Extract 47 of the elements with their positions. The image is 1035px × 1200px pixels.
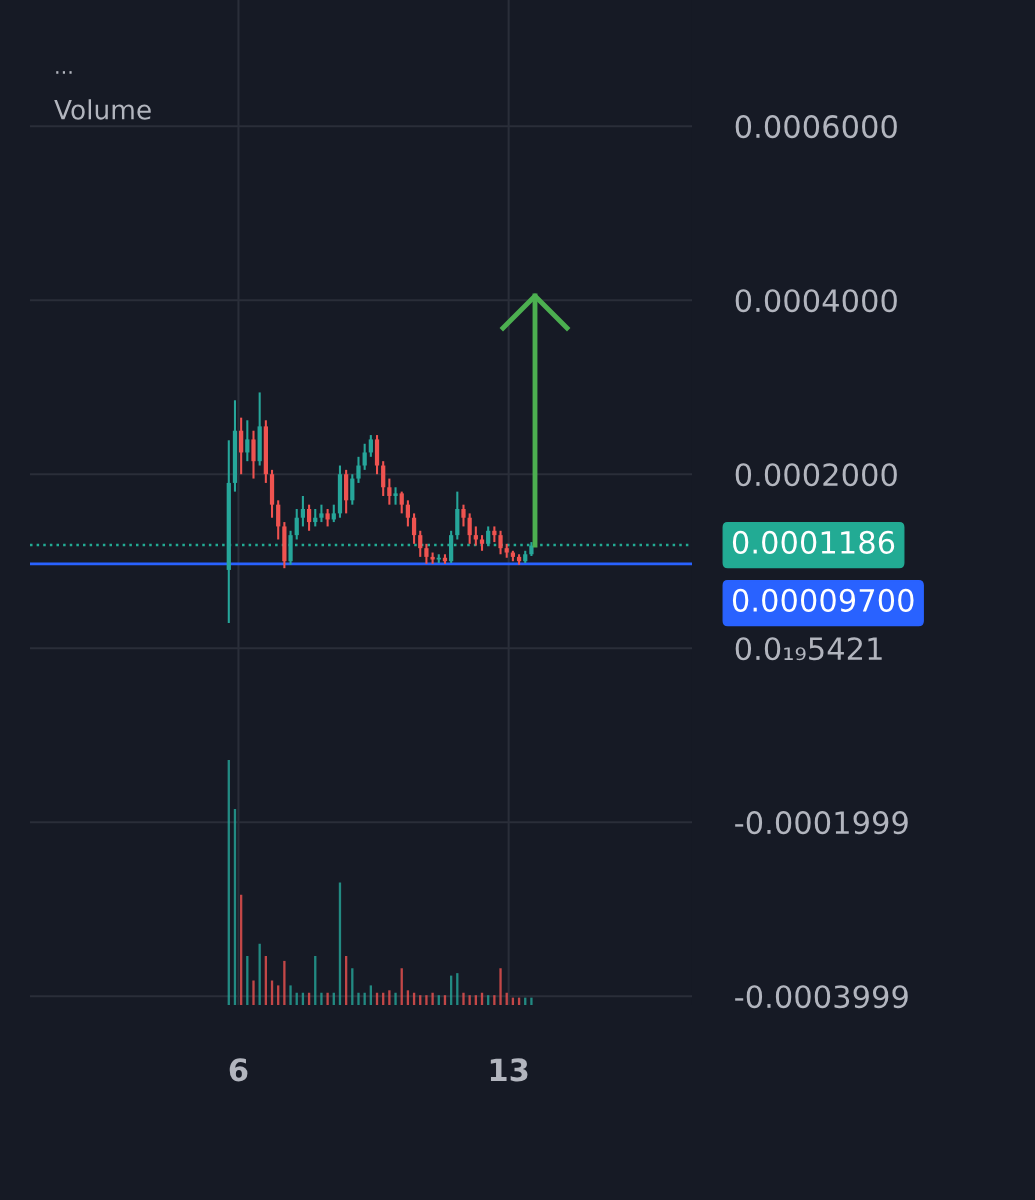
candlestick [300, 494, 306, 528]
candlestick [399, 490, 404, 515]
y-tick-label: 0.0002000 [735, 463, 897, 487]
candlestick [418, 529, 423, 558]
bar [431, 992, 434, 1005]
candlestick [245, 419, 250, 463]
candlestick [467, 512, 472, 545]
x-tick-label: 6 [229, 1058, 248, 1082]
candlestick [276, 499, 281, 541]
candlestick [405, 499, 411, 528]
bar [289, 985, 292, 1005]
bar [493, 995, 496, 1005]
bar [252, 980, 255, 1005]
candlestick [461, 503, 466, 528]
x-tick-label: 13 [490, 1058, 528, 1082]
candlestick [350, 473, 355, 506]
ref-line-label: 0.0001186 [732, 530, 895, 554]
bar [326, 992, 329, 1005]
candlestick [411, 512, 417, 545]
y-tick-label: -0.0003999 [735, 985, 908, 1009]
bar [357, 992, 360, 1005]
annotation: ... [56, 71, 72, 74]
candlestick [387, 477, 392, 506]
candlestick [424, 542, 429, 565]
y-tick-label: -0.0001999 [735, 811, 908, 835]
candlestick [239, 416, 244, 476]
bar [462, 992, 465, 1005]
candlestick [356, 455, 361, 484]
bar [499, 968, 502, 1005]
y-tick-label: 0.0004000 [735, 289, 897, 313]
candlestick [381, 460, 386, 498]
candlestick [362, 442, 367, 471]
y-tick-label: 0.0₁₉5421 [735, 637, 882, 661]
ref-line-label: 0.00009700 [732, 588, 914, 612]
bar [283, 960, 286, 1005]
bar [425, 995, 428, 1005]
bar [388, 990, 391, 1005]
bar [320, 992, 323, 1005]
y-tick-label: 0.0006000 [735, 115, 897, 139]
candlestick [306, 503, 312, 532]
candlestick [294, 507, 299, 541]
bar [394, 992, 397, 1005]
candlestick [251, 429, 256, 480]
bar [530, 997, 533, 1005]
candlestick [498, 529, 503, 556]
candlestick [368, 434, 373, 458]
annotation: Volume [54, 99, 151, 120]
